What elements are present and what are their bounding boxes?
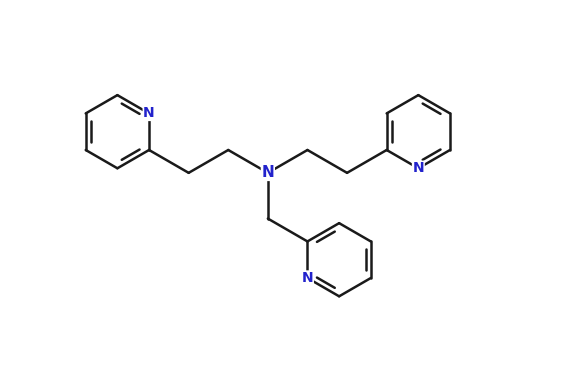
Text: N: N xyxy=(413,161,424,175)
Text: N: N xyxy=(262,165,274,180)
Text: N: N xyxy=(143,106,155,120)
Text: N: N xyxy=(302,271,314,285)
